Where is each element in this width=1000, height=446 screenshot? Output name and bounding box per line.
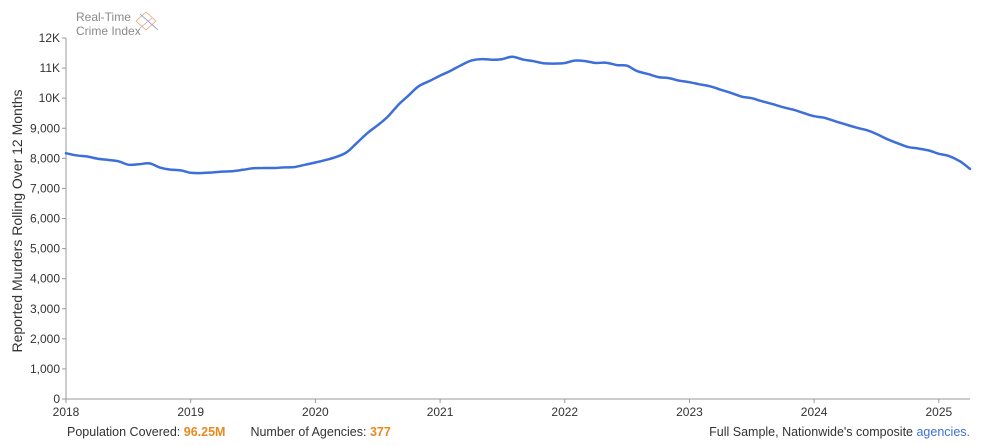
- y-tick-label: 7,000: [30, 181, 60, 195]
- y-tick-label: 8,000: [30, 151, 60, 165]
- y-tick-label: 9,000: [30, 121, 60, 135]
- x-tick-label: 2023: [676, 405, 703, 419]
- x-tick-label: 2024: [801, 405, 828, 419]
- y-tick-label: 2,000: [30, 332, 60, 346]
- agencies-link[interactable]: agencies.: [916, 425, 970, 439]
- y-tick-label: 12K: [39, 31, 60, 45]
- y-tick-label: 6,000: [30, 212, 60, 226]
- population-label: Population Covered:: [67, 425, 181, 439]
- population-value: 96.25M: [183, 425, 226, 439]
- y-tick-label: 5,000: [30, 242, 60, 256]
- y-tick-label: 1,000: [30, 362, 60, 376]
- x-axis: 2018 2019 2020 2021 2022 2023 2024 2025: [53, 398, 970, 419]
- series-line: [64, 55, 972, 175]
- logo-line1: Real-Time: [76, 10, 131, 24]
- x-tick-label: 2020: [302, 405, 329, 419]
- x-tick-label: 2025: [925, 405, 952, 419]
- x-tick-label: 2021: [427, 405, 454, 419]
- logo-mark-icon: [135, 11, 159, 31]
- y-tick-label: 3,000: [30, 302, 60, 316]
- plot-area: [64, 55, 972, 175]
- footer-sample: Full Sample, Nationwide's composite agen…: [709, 425, 970, 439]
- footer-stats: Population Covered: 96.25M Number of Age…: [67, 425, 391, 439]
- agencies-value: 377: [369, 425, 391, 439]
- y-axis: 0 1,000 2,000 3,000 4,000 5,000 6,000 7,000 8,00…: [30, 31, 67, 406]
- agencies-label: Number of Agencies:: [250, 425, 367, 439]
- x-tick-label: 2022: [551, 405, 578, 419]
- y-axis-label: Reported Murders Rolling Over 12 Months: [9, 89, 25, 352]
- sample-text: Full Sample, Nationwide's composite: [709, 425, 913, 439]
- x-tick-label: 2019: [177, 405, 204, 419]
- logo: Real-Time Crime Index: [76, 10, 159, 38]
- x-tick-label: 2018: [53, 405, 80, 419]
- y-tick-label: 11K: [40, 61, 60, 75]
- logo-line2: Crime Index: [76, 24, 141, 38]
- y-tick-label: 4,000: [30, 272, 60, 286]
- y-tick-label: 0: [53, 392, 60, 406]
- y-tick-label: 10K: [39, 91, 60, 105]
